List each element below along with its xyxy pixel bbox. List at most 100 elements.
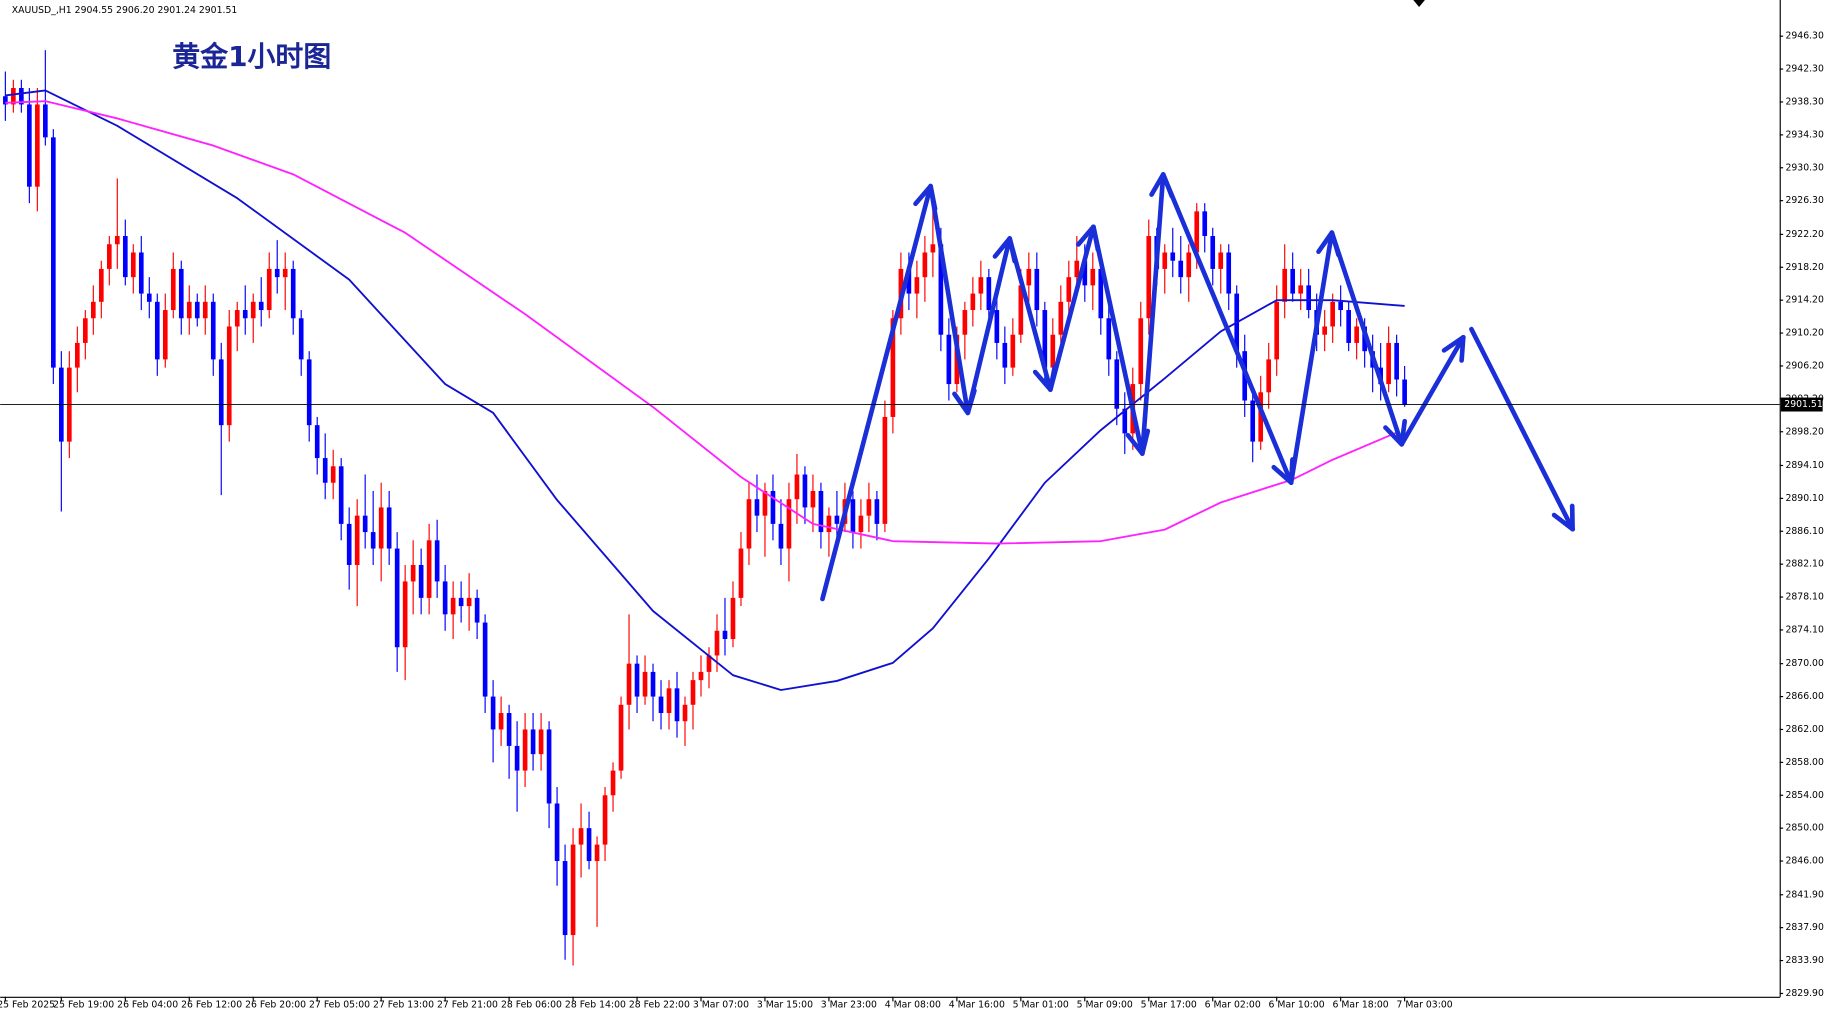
candle-body: [1202, 211, 1208, 237]
candle-body: [1282, 268, 1288, 302]
candle-body: [1170, 252, 1176, 261]
candle-body: [858, 515, 864, 533]
x-tick-label: 27 Feb 13:00: [373, 999, 434, 1010]
x-tick-label: 7 Mar 03:00: [1396, 999, 1452, 1010]
candle-body: [746, 499, 752, 549]
candle-body: [650, 671, 656, 697]
candle-body: [1394, 342, 1399, 380]
y-tick-label: 2886.10: [1785, 526, 1824, 537]
y-tick-label: 2837.90: [1785, 922, 1824, 933]
candle-body: [1322, 326, 1328, 335]
x-tick-label: 25 Feb 19:00: [53, 999, 114, 1010]
candle-body: [1178, 260, 1184, 278]
x-tick-label: 28 Feb 14:00: [565, 999, 626, 1010]
current-price-label: 2901.51: [1784, 399, 1823, 410]
candle-body: [170, 268, 176, 311]
candle-body: [450, 597, 456, 615]
candle-body: [3, 96, 8, 105]
arrow-head: [1551, 512, 1575, 532]
candle-body: [722, 630, 728, 639]
y-tick-label: 2918.20: [1785, 262, 1824, 273]
arrow-head: [1271, 464, 1294, 485]
candle-body: [794, 474, 800, 500]
candle-body: [314, 425, 320, 459]
candle-body: [322, 458, 328, 483]
y-tick-label: 2833.90: [1785, 955, 1824, 966]
candle-body: [714, 630, 720, 656]
candle-body: [154, 301, 160, 360]
candle-body: [586, 828, 592, 862]
x-tick-label: 26 Feb 12:00: [181, 999, 242, 1010]
x-tick-label: 28 Feb 22:00: [629, 999, 690, 1010]
plot-area: [3, 50, 1407, 966]
candle-body: [922, 252, 928, 278]
arrow-head: [1459, 334, 1466, 363]
x-tick-label: 6 Mar 10:00: [1269, 999, 1325, 1010]
candle-body: [682, 704, 688, 722]
y-tick-label: 2870.00: [1785, 658, 1824, 669]
candle-body: [506, 713, 512, 746]
candle-body: [122, 236, 128, 278]
moving-average-line: [5, 100, 1398, 545]
x-tick-label: 27 Feb 21:00: [437, 999, 498, 1010]
x-tick-label: 4 Mar 08:00: [885, 999, 941, 1010]
x-tick-label: 5 Mar 01:00: [1013, 999, 1069, 1010]
candle-body: [642, 671, 648, 697]
candle-body: [346, 523, 352, 565]
candle-body: [338, 466, 344, 524]
candle-body: [906, 268, 912, 294]
candle-body: [786, 499, 792, 549]
candle-body: [810, 490, 816, 508]
arrow-head: [952, 391, 971, 416]
candle-body: [610, 770, 616, 796]
y-tick-label: 2938.30: [1785, 96, 1824, 107]
candle-body: [27, 104, 32, 187]
candle-body: [1114, 359, 1120, 409]
candle-body: [594, 844, 600, 862]
x-tick-label: 26 Feb 20:00: [245, 999, 306, 1010]
y-tick-label: 2942.30: [1785, 64, 1824, 75]
candle-body: [514, 745, 520, 771]
candle-body: [978, 277, 984, 294]
candle-body: [1106, 318, 1112, 360]
candle-body: [226, 326, 232, 426]
candle-body: [818, 490, 824, 533]
x-tick-label: 28 Feb 06:00: [501, 999, 562, 1010]
candle-body: [418, 564, 424, 598]
candle-body: [1210, 236, 1216, 269]
x-tick-label: 5 Mar 09:00: [1077, 999, 1133, 1010]
candle-body: [1266, 359, 1272, 393]
y-tick-label: 2922.20: [1785, 229, 1824, 240]
x-tick-label: 6 Mar 02:00: [1205, 999, 1261, 1010]
candle-body: [946, 334, 952, 385]
candle-body: [266, 268, 272, 311]
candle-body: [74, 342, 80, 368]
candle-body: [466, 597, 472, 607]
candle-body: [634, 663, 640, 697]
arrow-head: [913, 183, 933, 207]
zigzag-arrow: [820, 172, 1466, 602]
candle-body: [138, 252, 144, 294]
candle-body: [426, 540, 432, 598]
candle-body: [186, 301, 192, 319]
candle-body: [698, 671, 704, 681]
candle-body: [674, 688, 680, 722]
candle-body: [51, 137, 56, 368]
candle-body: [1026, 268, 1032, 286]
candle-body: [1186, 252, 1192, 278]
candle-body: [762, 490, 768, 516]
x-tick-label: 26 Feb 04:00: [117, 999, 178, 1010]
y-tick-label: 2946.30: [1785, 31, 1824, 42]
candle-body: [834, 515, 840, 524]
candle-body: [194, 301, 200, 319]
candle-body: [386, 507, 392, 549]
candle-body: [1194, 211, 1200, 253]
candle-body: [802, 474, 808, 508]
candle-body: [434, 540, 440, 582]
candle-body: [530, 729, 536, 755]
candle-body: [498, 713, 504, 730]
candle-body: [482, 622, 488, 697]
x-tick-label: 4 Mar 16:00: [949, 999, 1005, 1010]
candle-body: [1354, 326, 1359, 343]
